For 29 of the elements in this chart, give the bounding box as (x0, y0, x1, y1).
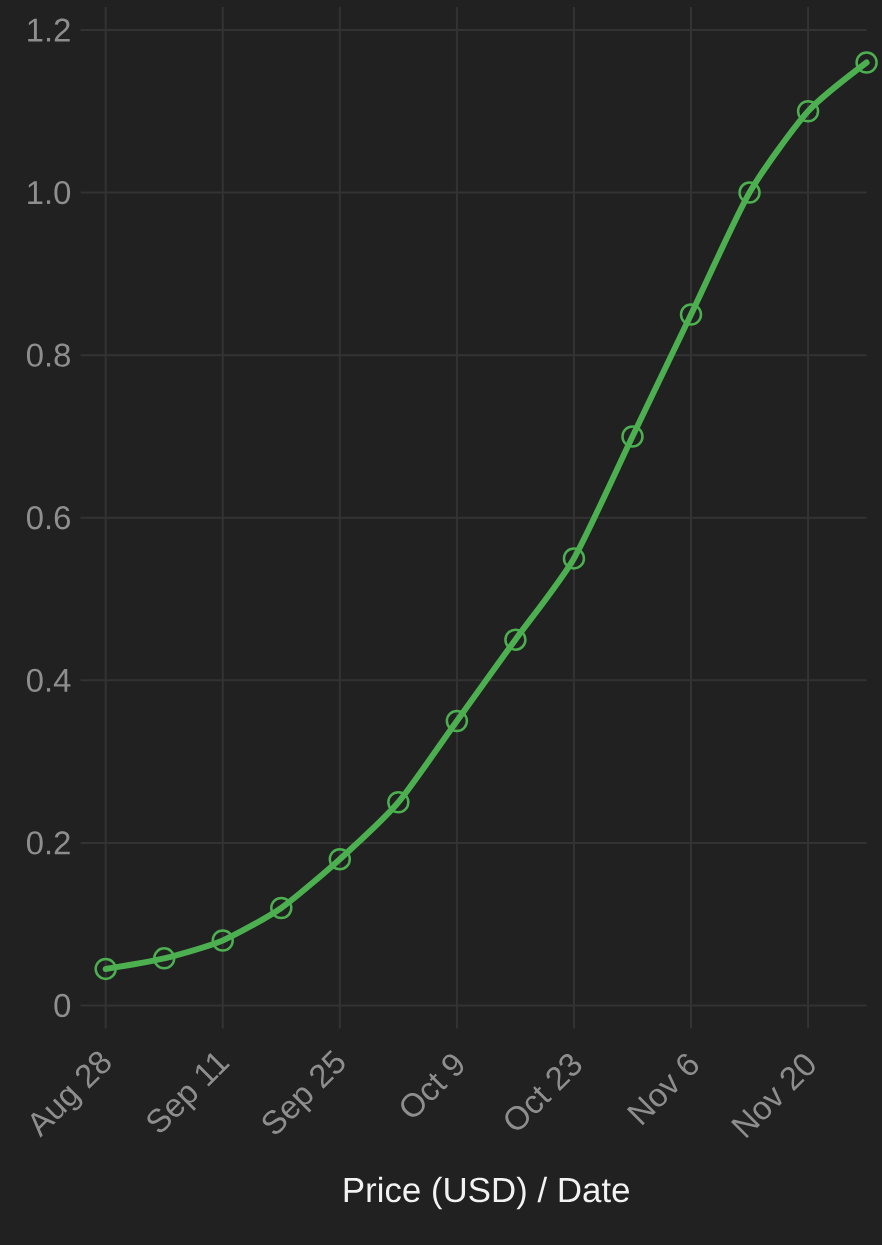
x-axis-title: Price (USD) / Date (344, 1176, 629, 1210)
point (270, 896, 293, 920)
point (94, 957, 117, 981)
point (152, 947, 176, 970)
y-tick-label: 0 (54, 993, 71, 1018)
point (445, 709, 469, 733)
y-tick-label: 0.6 (26, 506, 70, 530)
point (621, 425, 644, 448)
y-tick-label: 1.0 (28, 180, 71, 205)
point (796, 100, 820, 123)
x-tick-label: Oct 23 (505, 1054, 582, 1130)
point (562, 547, 586, 570)
y-tick-label: 0.2 (26, 831, 70, 855)
y-tick-label: 0.8 (26, 343, 70, 367)
x-tick-label: Nov 6 (626, 1053, 699, 1126)
point (328, 847, 352, 871)
x-tick-label: Oct 9 (401, 1054, 464, 1117)
x-tick-label: Sep 25 (262, 1049, 345, 1134)
point (504, 628, 527, 651)
x-tick-label: Nov 20 (731, 1054, 815, 1139)
y-tick-label: 0.4 (26, 668, 71, 692)
y-tick-label: 1.2 (28, 18, 70, 42)
point (738, 181, 761, 204)
x-tick-label: Sep 11 (147, 1053, 230, 1133)
point (211, 929, 234, 952)
x-tick-label: Aug 28 (30, 1051, 111, 1138)
point (387, 791, 410, 814)
point (679, 303, 703, 326)
point (855, 51, 878, 74)
